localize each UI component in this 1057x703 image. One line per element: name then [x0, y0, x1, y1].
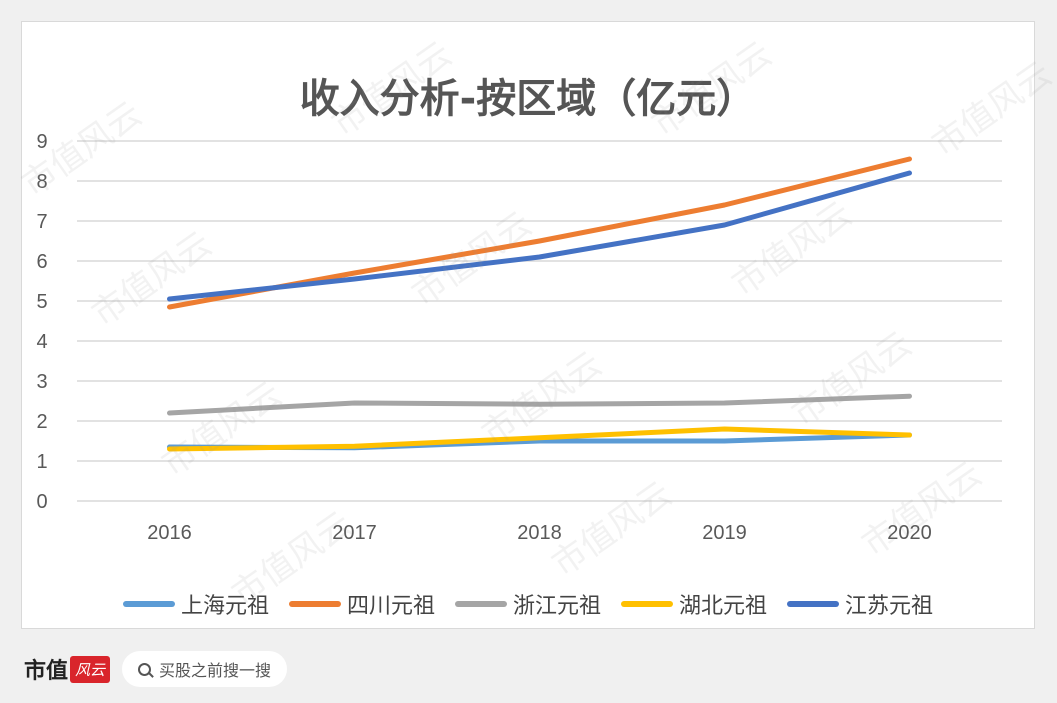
footer-bar: 市值 风云 买股之前搜一搜	[24, 650, 288, 688]
y-tick-label: 6	[36, 251, 47, 273]
brand-logo: 风云	[70, 655, 111, 683]
series-line	[167, 426, 912, 452]
legend-label: 湖北元祖	[679, 594, 768, 619]
x-tick-label: 2017	[332, 522, 377, 544]
legend-item: 浙江元祖	[454, 588, 601, 620]
x-tick-label: 2020	[887, 522, 932, 544]
y-tick-label: 5	[36, 291, 47, 313]
y-tick-label: 3	[36, 371, 47, 393]
legend-item: 江苏元祖	[787, 588, 933, 620]
y-tick-label: 1	[36, 451, 47, 473]
chart-legend: 上海元祖 四川元祖 浙江元祖 湖北元祖 江苏元祖	[22, 588, 1034, 620]
brand-name: 市值	[24, 659, 69, 684]
y-tick-label: 0	[36, 491, 47, 513]
legend-swatch	[122, 601, 175, 607]
legend-swatch	[787, 601, 840, 607]
series-line	[167, 393, 912, 416]
y-tick-label: 9	[36, 131, 47, 153]
x-tick-label: 2019	[702, 522, 747, 544]
legend-label: 浙江元祖	[512, 594, 601, 619]
line-chart: 0 1 2 3 4 5 6 7 8 9 2016 2017 2018 2019 2020	[36, 131, 1002, 544]
y-tick-label: 8	[36, 171, 47, 193]
series-line	[167, 170, 912, 302]
x-tick-label: 2016	[147, 522, 192, 544]
legend-item: 湖北元祖	[621, 588, 767, 620]
legend-item: 四川元祖	[288, 588, 435, 620]
legend-swatch	[454, 601, 507, 607]
y-tick-label: 2	[36, 411, 47, 433]
legend-label: 上海元祖	[180, 594, 269, 619]
search-icon	[138, 662, 152, 676]
search-box[interactable]: 买股之前搜一搜	[122, 651, 288, 687]
legend-label: 江苏元祖	[845, 594, 934, 619]
y-tick-label: 7	[36, 211, 47, 233]
legend-item: 上海元祖	[122, 588, 269, 620]
chart-title: 收入分析-按区域（亿元）	[299, 76, 757, 122]
search-placeholder: 买股之前搜一搜	[159, 661, 272, 680]
x-tick-label: 2018	[517, 522, 562, 544]
legend-label: 四川元祖	[346, 594, 435, 619]
y-tick-label: 4	[36, 331, 47, 353]
chart-card: 收入分析-按区域（亿元） 0 1 2 3 4 5 6 7 8 9 2016 2017 2018 2019 2…	[15, 21, 1057, 629]
legend-swatch	[288, 601, 341, 607]
legend-swatch	[621, 601, 673, 607]
